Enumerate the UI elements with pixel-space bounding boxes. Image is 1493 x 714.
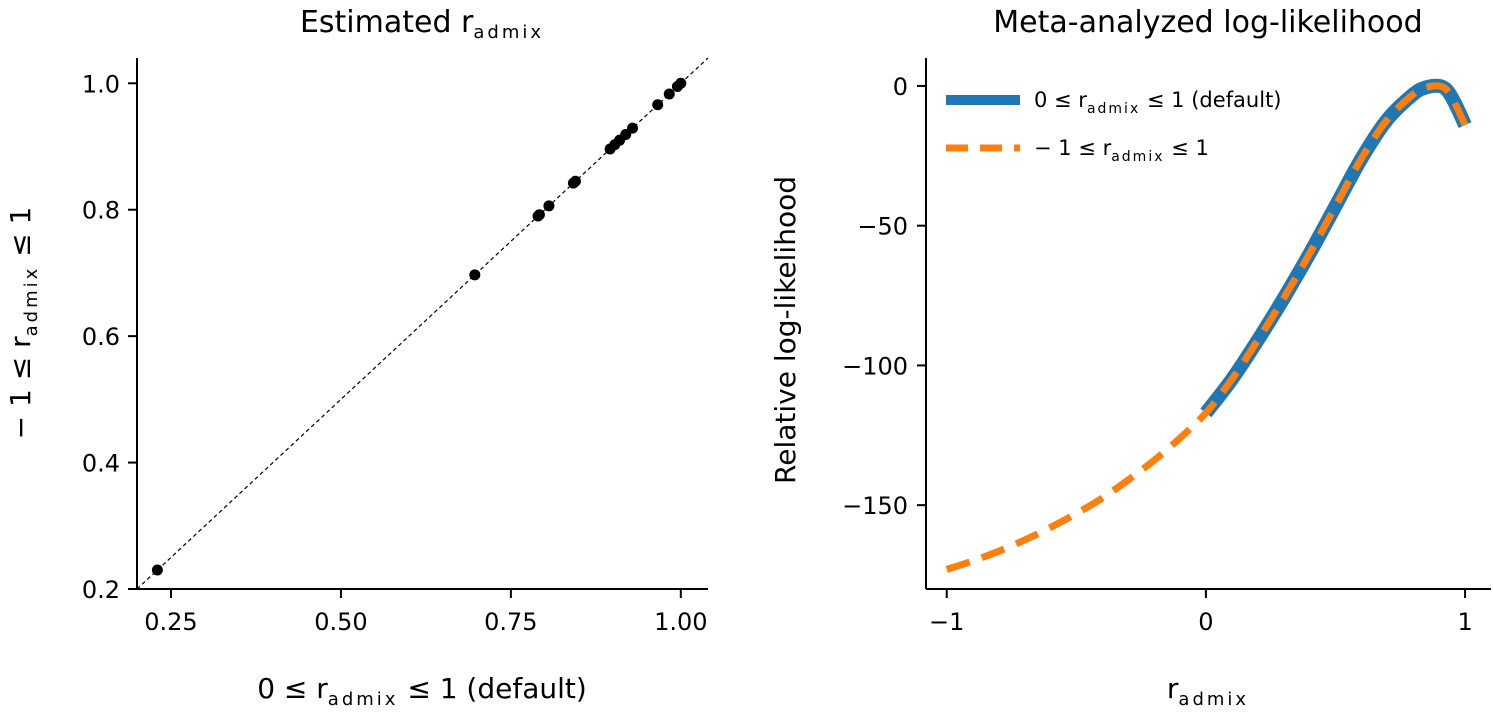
scatter-points <box>151 77 687 576</box>
left-x-tick-label: 0.50 <box>314 608 367 636</box>
left-x-label: 0 ≤ radmix ≤ 1 (default) <box>257 672 587 710</box>
right-y-label: Relative log-likelihood <box>769 176 802 484</box>
legend: 0 ≤ radmix ≤ 1 (default) − 1 ≤ radmix ≤ … <box>946 88 1282 165</box>
left-x-ticks: 0.25 0.50 0.75 1.00 <box>144 589 708 636</box>
scatter-point <box>543 200 555 212</box>
right-y-tick-label: −150 <box>842 492 908 520</box>
right-y-tick-label: 0 <box>893 73 908 101</box>
scatter-point <box>627 122 639 134</box>
left-y-tick-label: 0.2 <box>82 576 120 604</box>
right-x-label: radmix <box>1167 672 1249 710</box>
legend-label-default: 0 ≤ radmix ≤ 1 (default) <box>1034 88 1282 117</box>
left-y-tick-label: 0.6 <box>82 323 120 351</box>
left-y-tick-label: 0.4 <box>82 450 120 478</box>
identity-line <box>136 57 709 590</box>
right-y-tick-label: −50 <box>857 213 908 241</box>
right-y-ticks: 0 −50 −100 −150 <box>842 73 926 520</box>
left-y-label: − 1 ≤ radmix ≤ 1 <box>4 207 42 440</box>
left-x-tick-label: 0.75 <box>484 608 537 636</box>
left-title: Estimated radmix <box>300 5 544 43</box>
scatter-point <box>652 99 664 111</box>
right-panel-line: Meta-analyzed log-likelihood −1 0 1 0 −50 −1… <box>769 5 1491 710</box>
left-x-tick-label: 1.00 <box>654 608 707 636</box>
right-title: Meta-analyzed log-likelihood <box>993 5 1422 40</box>
left-x-tick-label: 0.25 <box>144 608 197 636</box>
left-y-tick-label: 0.8 <box>82 197 120 225</box>
series-line-extended <box>945 82 1469 573</box>
scatter-point <box>663 88 675 100</box>
scatter-point <box>533 209 545 221</box>
likelihood-curves <box>945 78 1472 573</box>
left-y-ticks: 0.2 0.4 0.6 0.8 1.0 <box>82 70 137 604</box>
scatter-point <box>469 269 481 281</box>
right-x-tick-label: 0 <box>1198 608 1213 636</box>
left-panel-scatter: Estimated radmix 0.25 0.50 0.75 1.00 0.2 0.4… <box>4 5 709 710</box>
right-x-ticks: −1 0 1 <box>929 589 1473 636</box>
right-x-tick-label: 1 <box>1457 608 1472 636</box>
legend-label-extended: − 1 ≤ radmix ≤ 1 <box>1034 136 1209 165</box>
right-y-tick-label: −100 <box>842 352 908 380</box>
scatter-point <box>151 564 163 576</box>
left-y-tick-label: 1.0 <box>82 70 120 98</box>
scatter-point <box>675 77 687 89</box>
scatter-point <box>569 175 581 187</box>
series-line-default <box>1200 78 1472 418</box>
right-x-tick-label: −1 <box>929 608 964 636</box>
